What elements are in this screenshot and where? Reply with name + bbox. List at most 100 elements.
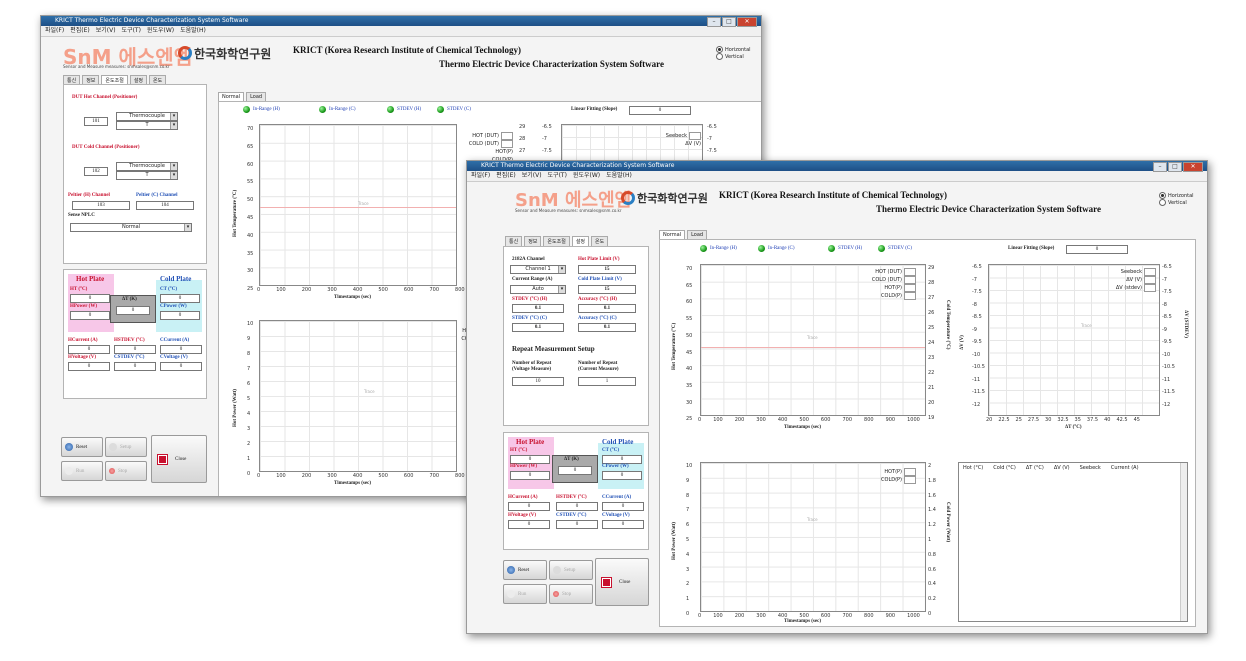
tick: 0.6 (928, 566, 936, 573)
tick: 500 (799, 613, 809, 619)
col-delta-v[interactable]: ΔV (V) (1053, 465, 1070, 471)
results-table[interactable]: Hot (°C) Cold (°C) ΔT (°C) ΔV (V) Seebec… (958, 462, 1188, 622)
menu-help[interactable]: 도움말(H) (606, 172, 632, 179)
menu-view[interactable]: 보기(V) (95, 27, 116, 34)
stdev-h-field[interactable]: 0.1 (512, 304, 564, 313)
tick: 55 (247, 179, 254, 186)
reset-button[interactable]: Reset (61, 437, 103, 457)
col-delta-t[interactable]: ΔT (°C) (1025, 465, 1044, 471)
dut-cold-sensor-select[interactable]: Thermocouple (116, 162, 178, 171)
radio-label: Horizontal (1168, 192, 1194, 199)
menu-tools[interactable]: 도구(T) (547, 172, 567, 179)
minimize-button[interactable]: – (1153, 162, 1167, 172)
col-cold[interactable]: Cold (°C) (993, 465, 1016, 471)
hcurrent-label: HCurrent (A) (508, 495, 538, 500)
run-button[interactable]: Run (503, 584, 547, 604)
back-temperature-plot: Trace (259, 124, 457, 286)
dut-hot-type-select[interactable]: T (116, 121, 178, 130)
tick: -7.5 (972, 289, 982, 295)
sense-nplc-select[interactable]: Normal (70, 223, 192, 232)
tick: 35 (1074, 417, 1081, 423)
led-stdev-c: STDEV (C) (437, 106, 471, 113)
maximize-button[interactable]: □ (722, 17, 736, 27)
dut-hot-channel-field[interactable]: 101 (84, 117, 108, 126)
peltier-h-field[interactable]: 103 (72, 201, 130, 210)
run-button[interactable]: Run (61, 461, 103, 481)
reset-button[interactable]: Reset (503, 560, 547, 580)
setup-icon (553, 566, 561, 574)
stop-button[interactable]: Stop (549, 584, 593, 604)
dut-cold-title: DUT Cold Channel (Positioner) (72, 145, 140, 150)
dut-cold-channel-field[interactable]: 102 (84, 167, 108, 176)
current-range-select[interactable]: Auto (510, 285, 566, 294)
close-window-button[interactable]: ✕ (1183, 162, 1203, 172)
tick: -8.5 (972, 314, 982, 320)
tick: -10.5 (972, 364, 985, 370)
close-window-button[interactable]: ✕ (737, 17, 757, 27)
menu-help[interactable]: 도움말(H) (180, 27, 206, 34)
tick: 1000 (907, 417, 920, 423)
legend-swatch (1144, 268, 1156, 276)
menu-edit[interactable]: 편집(E) (70, 27, 90, 34)
stop-button[interactable]: Stop (105, 461, 147, 481)
stop-icon (109, 468, 115, 474)
radio-icon (1159, 199, 1166, 206)
close-button[interactable]: Close (151, 435, 207, 483)
menu-window[interactable]: 윈도우(W) (572, 172, 601, 179)
menu-edit[interactable]: 편집(E) (496, 172, 516, 179)
minimize-button[interactable]: – (707, 17, 721, 27)
col-current[interactable]: Current (A) (1110, 465, 1139, 471)
tick: 30 (247, 268, 254, 275)
legend-label: HOT (DUT) (875, 269, 902, 275)
hpower-label: HPower (W) (510, 464, 537, 469)
cold-plate-limit-field[interactable]: 15 (578, 285, 636, 294)
accuracy-h-field[interactable]: 0.1 (578, 304, 636, 313)
menu-window[interactable]: 윈도우(W) (146, 27, 175, 34)
setup-label: Setup (564, 567, 576, 573)
hot-plate-limit-field[interactable]: 15 (578, 265, 636, 274)
dut-cold-type-select[interactable]: T (116, 171, 178, 180)
legend-swatch (1144, 284, 1156, 292)
tick: 29 (928, 265, 935, 271)
table-scrollbar[interactable] (1180, 463, 1187, 621)
cold-plate-title: Cold Plate (160, 275, 192, 283)
menu-tools[interactable]: 도구(T) (121, 27, 141, 34)
led-icon (758, 245, 765, 252)
setup-button[interactable]: Setup (105, 437, 147, 457)
radio-vertical[interactable]: Vertical (716, 53, 744, 60)
menu-view[interactable]: 보기(V) (521, 172, 542, 179)
tick: 32.5 (1057, 417, 1069, 423)
accuracy-c-field[interactable]: 0.1 (578, 323, 636, 332)
radio-horizontal[interactable]: Horizontal (1159, 192, 1194, 199)
tick: 2 (247, 441, 251, 447)
tick: 9 (686, 477, 690, 484)
menu-file[interactable]: 파일(F) (45, 27, 65, 34)
tick: -7 (1162, 276, 1167, 283)
led-stdev-c: STDEV (C) (878, 245, 912, 252)
maximize-button[interactable]: □ (1168, 162, 1182, 172)
tick: 22 (928, 370, 935, 376)
repeat-current-field[interactable]: 1 (578, 377, 636, 386)
radio-horizontal[interactable]: Horizontal (716, 46, 751, 53)
setup-button[interactable]: Setup (549, 560, 593, 580)
repeat-voltage-field[interactable]: 10 (512, 377, 564, 386)
tick: 55 (686, 316, 693, 323)
plates-panel: Hot Plate Cold Plate HT (°C) 0 HPower (W… (503, 432, 649, 550)
tick: 28 (519, 136, 526, 142)
led-stdev-h: STDEV (H) (387, 106, 421, 113)
tick: 6 (686, 522, 690, 529)
stdev-c-field[interactable]: 0.1 (512, 323, 564, 332)
tick: 20 (928, 400, 935, 406)
tick: 0 (257, 473, 261, 479)
close-button[interactable]: Close (595, 558, 649, 606)
col-hot[interactable]: Hot (°C) (963, 465, 984, 471)
menu-file[interactable]: 파일(F) (471, 172, 491, 179)
channel-2182a-select[interactable]: Channel 1 (510, 265, 566, 274)
col-seebeck[interactable]: Seebeck (1079, 465, 1101, 471)
dut-hot-sensor-select[interactable]: Thermocouple (116, 112, 178, 121)
sense-nplc-label: Sense NPLC (68, 213, 95, 218)
tick: -7 (542, 136, 547, 142)
radio-vertical[interactable]: Vertical (1159, 199, 1187, 206)
peltier-c-field[interactable]: 104 (136, 201, 194, 210)
legend-item: HOT (DUT) (455, 132, 513, 140)
